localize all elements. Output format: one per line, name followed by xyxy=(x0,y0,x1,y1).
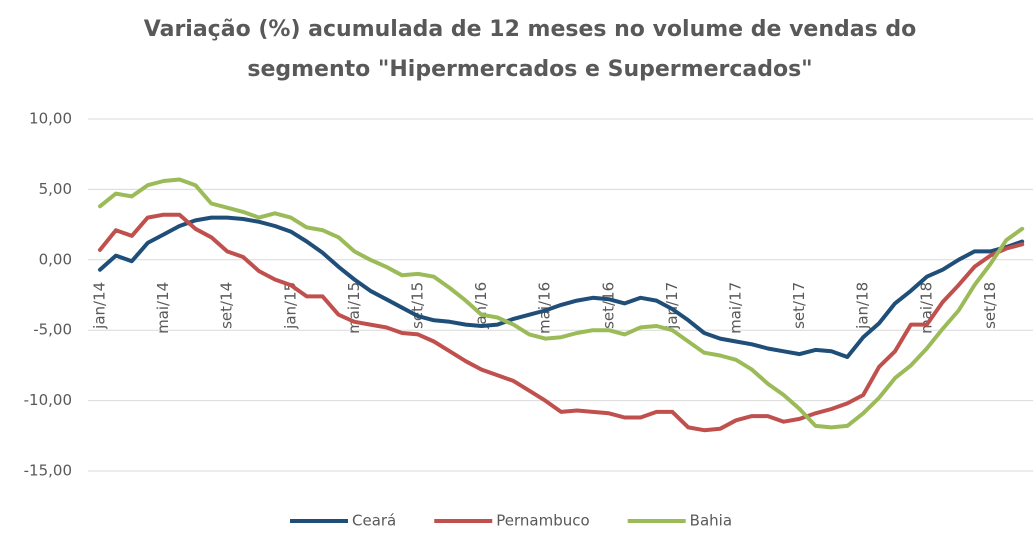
x-tick-label: set/14 xyxy=(218,282,236,329)
y-tick-label: -10,00 xyxy=(24,391,72,409)
x-tick-label: mai/17 xyxy=(727,282,745,334)
x-tick-label: set/15 xyxy=(409,282,427,329)
x-tick-label: set/17 xyxy=(790,282,808,329)
legend-label: Pernambuco xyxy=(496,512,589,530)
y-tick-label: 10,00 xyxy=(29,110,72,128)
line-series xyxy=(98,212,1025,433)
x-tick-label: jan/17 xyxy=(663,282,681,330)
line-series xyxy=(98,215,1025,359)
x-tick-label: mai/15 xyxy=(345,282,363,334)
x-tick-label: jan/14 xyxy=(91,282,109,330)
chart-title: segmento "Hipermercados e Supermercados" xyxy=(247,57,812,82)
y-tick-label: 5,00 xyxy=(39,180,72,198)
line-series xyxy=(98,177,1025,430)
x-tick-label: mai/14 xyxy=(154,282,172,334)
y-tick-label: 0,00 xyxy=(39,250,72,268)
x-tick-label: jan/18 xyxy=(854,282,872,330)
x-tick-label: set/18 xyxy=(981,282,999,329)
x-tick-label: set/16 xyxy=(599,282,617,329)
x-tick-label: jan/16 xyxy=(472,282,490,330)
y-tick-label: -5,00 xyxy=(33,321,72,339)
y-tick-label: -15,00 xyxy=(24,462,72,480)
legend-label: Ceará xyxy=(352,512,396,530)
chart-title: Variação (%) acumulada de 12 meses no vo… xyxy=(144,17,916,42)
legend-label: Bahia xyxy=(690,512,732,530)
x-tick-label: mai/16 xyxy=(536,282,554,334)
x-tick-label: jan/15 xyxy=(281,282,299,330)
